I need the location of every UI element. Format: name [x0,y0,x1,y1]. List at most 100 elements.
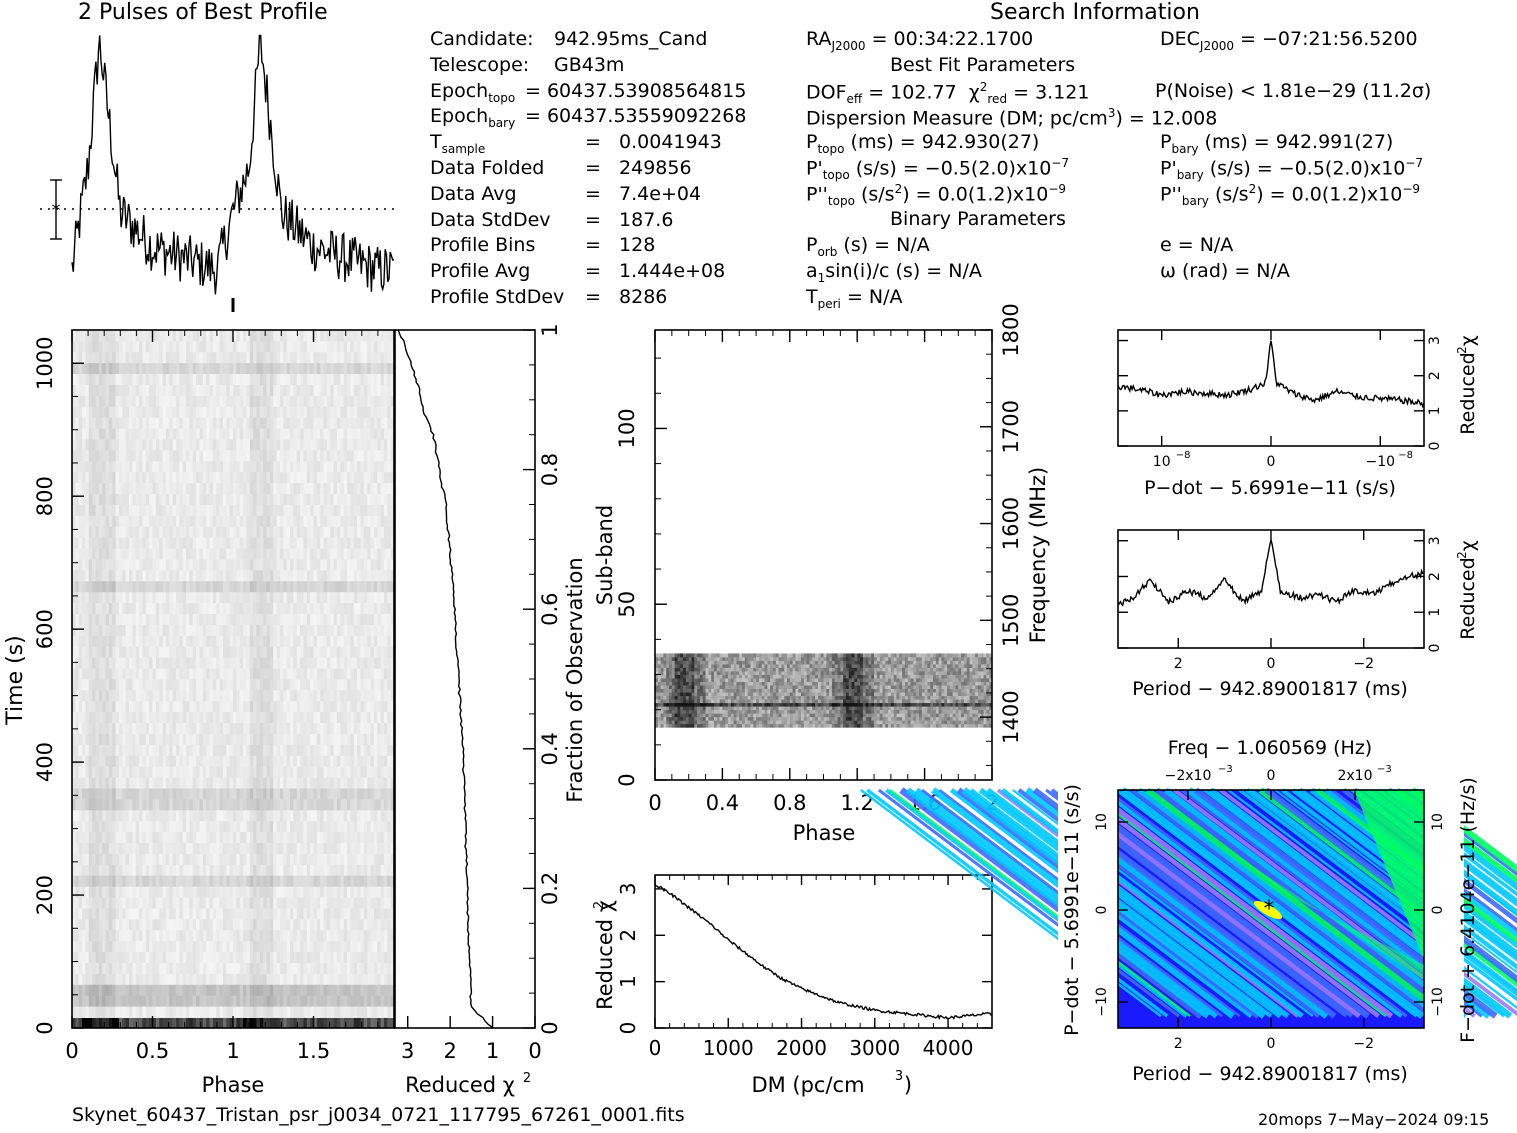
heatmap-cell [286,569,291,582]
heatmap-cell [290,526,294,538]
heatmap-cell [350,569,355,582]
heatmap-cell [290,929,294,942]
heatmap-cell [357,809,361,822]
heatmap-cell [219,602,224,614]
heatmap-cell [253,733,257,745]
heatmap-cell [85,613,90,625]
heatmap-cell [186,1006,190,1018]
heatmap-cell [316,569,321,582]
heatmap-cell [118,493,123,505]
heatmap-cell [367,668,371,680]
heatmap-cell [353,918,358,931]
heatmap-cell [169,460,174,473]
heatmap-cell [98,820,103,833]
heatmap-cell [330,908,335,920]
heatmap-cell [296,722,301,734]
heatmap-cell [125,504,130,516]
heatmap-cell [330,537,335,549]
heatmap-cell [380,995,385,1007]
heatmap-cell [72,1006,76,1018]
heatmap-cell [175,918,180,931]
heatmap-cell [95,908,100,920]
heatmap-cell [72,733,76,745]
heatmap-cell [300,679,304,691]
heatmap-cell [236,820,241,833]
heatmap-cell [102,908,106,920]
heatmap-cell [118,537,123,549]
heatmap-cell [102,1006,106,1018]
heatmap-cell [323,929,328,942]
heatmap-cell [347,711,351,724]
heatmap-cell [196,559,200,571]
heatmap-cell [306,722,311,734]
heatmap-cell [155,559,160,571]
heatmap-cell [129,864,133,876]
heatmap-cell [169,777,174,789]
heatmap-cell [243,853,247,865]
heatmap-cell [347,722,351,734]
heatmap-cell [367,995,371,1007]
heatmap-cell [383,482,388,494]
heatmap-cell [169,1006,174,1018]
heatmap-cell [290,864,294,876]
heatmap-cell [377,886,381,898]
heatmap-cell [72,777,76,789]
heatmap-cell [370,842,375,854]
heatmap-cell [243,548,247,560]
heatmap-cell [273,940,277,953]
heatmap-cell [370,809,375,822]
heatmap-cell [98,973,103,985]
heatmap-cell [108,875,113,887]
heatmap-cell [196,842,200,854]
heatmap-cell [390,766,395,778]
heatmap-cell [306,635,311,647]
heatmap-cell [276,569,281,582]
heatmap-cell [88,995,93,1007]
heatmap-cell [323,744,328,756]
heatmap-cell [155,744,160,756]
heatmap-cell [169,951,174,963]
heatmap-cell [357,744,361,756]
heatmap-cell [145,515,150,527]
heatmap-cell [310,809,314,822]
heatmap-cell [340,624,345,636]
heatmap-cell [239,744,244,756]
heatmap-cell [249,940,254,953]
heatmap-cell [172,755,177,767]
heatmap-cell [373,591,378,604]
heatmap-cell [165,602,170,614]
heatmap-cell [347,951,351,963]
heatmap-cell [236,744,241,756]
heatmap-cell [283,995,288,1007]
heatmap-cell [336,526,341,538]
heatmap-cell [206,526,210,538]
heatmap-cell [373,842,378,854]
heatmap-cell [330,886,335,898]
heatmap-cell [283,602,288,614]
heatmap-cell [189,504,194,516]
heatmap-cell [88,613,93,625]
heatmap-cell [256,842,261,854]
heatmap-cell [316,809,321,822]
heatmap-cell [293,809,298,822]
heatmap-cell [303,766,308,778]
heatmap-cell [233,613,237,625]
info-row: Telescope: GB43m [430,54,624,76]
heatmap-cell [129,569,133,582]
heatmap-cell [290,798,294,811]
heatmap-cell [377,755,381,767]
heatmap-cell [377,700,381,713]
heatmap-cell [192,460,197,473]
heatmap-cell [155,711,160,724]
heatmap-cell [360,722,365,734]
heatmap-cell [226,798,231,811]
heatmap-cell [360,646,365,658]
heatmap-cell [192,842,197,854]
heatmap-cell [219,853,224,865]
heatmap-cell [196,548,200,560]
heatmap-cell [189,777,194,789]
heatmap-cell [340,646,345,658]
heatmap-cell [266,809,271,822]
heatmap-cell [125,951,130,963]
heatmap-cell [233,842,237,854]
